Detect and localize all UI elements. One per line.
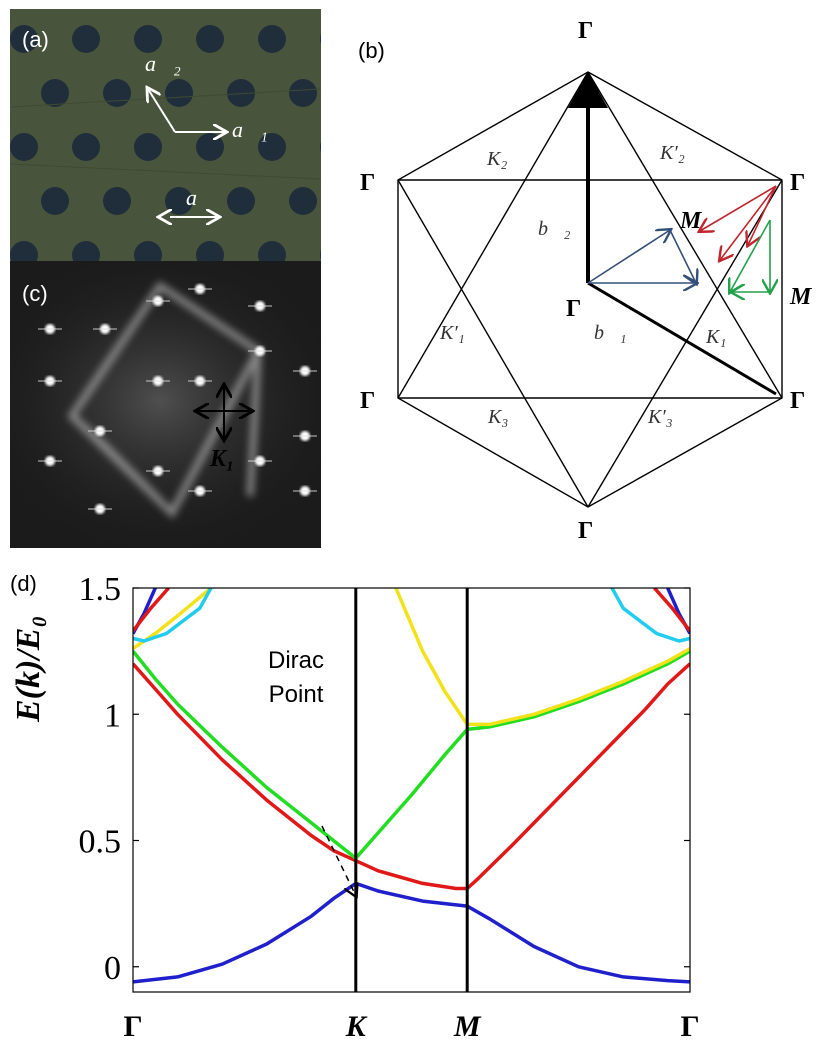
vector-a1-label: a⃗₁	[232, 117, 268, 142]
gamma-upper-right: Γ	[790, 170, 806, 196]
annotation-line-1: Dirac	[268, 647, 325, 674]
lattice-hole	[196, 133, 224, 161]
panel-a-micrograph: (a) a⃗₁ a⃗₂ a	[10, 9, 321, 261]
lattice-vectors	[10, 9, 321, 261]
lattice-hole	[41, 187, 69, 215]
lattice-hole	[134, 241, 162, 261]
plot-frame	[132, 587, 691, 993]
lattice-hole	[165, 79, 193, 107]
y-tick-label: 1.5	[79, 571, 122, 608]
dirac-point-annotation: Dirac Point	[268, 644, 324, 712]
lattice-constant-label: a	[186, 185, 197, 210]
lattice-hole	[72, 133, 100, 161]
k2-label: K₂	[487, 148, 508, 170]
blue-arrows	[587, 230, 696, 283]
dirac-point-arrow	[321, 825, 356, 896]
k1-prime-label: K′₁	[440, 322, 465, 344]
y-tick-label: 0.5	[79, 824, 122, 861]
x-tick-label: Γ	[680, 1010, 699, 1043]
b1-vector-arrow	[587, 281, 777, 396]
gamma-lower-right: Γ	[790, 388, 806, 414]
band-line-7	[394, 588, 690, 727]
band-line-10	[610, 588, 690, 643]
panel-c-label: (c)	[22, 281, 48, 306]
lattice-hole	[258, 133, 286, 161]
band-line-5	[653, 588, 690, 632]
lattice-hole	[289, 187, 317, 215]
lattice-hole	[72, 25, 100, 53]
diffraction-pattern	[10, 261, 321, 548]
x-tick-label: M	[453, 1010, 482, 1043]
lattice-hole	[320, 249, 321, 261]
y-axis-label: E(k)/E₀	[10, 615, 47, 722]
lattice-hole	[320, 33, 321, 45]
band-line-6	[133, 649, 690, 860]
band-line-9	[133, 588, 213, 643]
gamma-lower-left: Γ	[360, 388, 376, 414]
lattice-hole	[41, 79, 69, 107]
green-arrows	[730, 219, 770, 292]
gamma-center: Γ	[566, 296, 582, 322]
brillouin-zone-diagram	[397, 71, 783, 508]
panel-b-label: (b)	[358, 38, 385, 63]
lattice-hole	[258, 241, 286, 261]
hole-lattice	[10, 25, 321, 261]
x-tick-label: Γ	[123, 1010, 142, 1043]
vector-a2-label: a⃗₂	[145, 51, 181, 76]
b1-label: b⃗₁	[594, 322, 627, 344]
red-arrows	[700, 185, 777, 260]
y-tick-label: 0	[104, 950, 121, 987]
lattice-hole	[134, 25, 162, 53]
y-tick-label: 1	[104, 697, 121, 734]
band-line-0	[133, 881, 690, 984]
band-line-3	[133, 662, 690, 891]
gamma-top: Γ	[578, 18, 594, 44]
lattice-hole	[10, 241, 38, 261]
panel-d-label: (d)	[10, 571, 37, 596]
lattice-hole	[320, 141, 321, 153]
k1-label-b: K₁	[706, 326, 727, 348]
k3-label: K₃	[488, 406, 509, 428]
lattice-hole	[289, 79, 317, 107]
vector-a2-arrow	[148, 89, 176, 133]
annotation-line-2: Point	[268, 681, 324, 708]
gamma-upper-left: Γ	[360, 170, 376, 196]
m-point-edge: M	[790, 284, 812, 310]
lattice-hole	[258, 25, 286, 53]
lattice-hole	[165, 187, 193, 215]
panel-a-label: (a)	[22, 27, 49, 52]
k1-label: K₁	[210, 446, 235, 472]
lattice-hole	[10, 25, 38, 53]
gamma-bottom: Γ	[578, 518, 594, 544]
k3-prime-label: K′₃	[648, 406, 673, 428]
lattice-hole	[134, 133, 162, 161]
lattice-hole	[227, 187, 255, 215]
m-point-inner: M	[680, 208, 702, 234]
x-tick-label: K	[345, 1010, 368, 1043]
lattice-hole	[72, 241, 100, 261]
lattice-hole	[103, 187, 131, 215]
k2-prime-label: K′₂	[660, 142, 685, 164]
lattice-hole	[196, 241, 224, 261]
lattice-hole	[196, 25, 224, 53]
lattice-hole	[227, 79, 255, 107]
k1-marker	[10, 261, 321, 548]
panel-c-diffraction: (c) K₁	[10, 261, 321, 548]
b2-label: b⃗₂	[538, 218, 571, 240]
lattice-hole	[10, 133, 38, 161]
band-line-4	[133, 588, 170, 632]
